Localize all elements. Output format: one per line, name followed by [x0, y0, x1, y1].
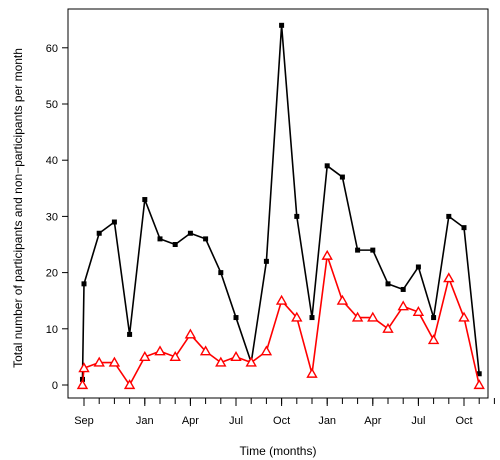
data-point — [458, 311, 470, 322]
data-point — [260, 345, 273, 356]
x-axis: Sep Jan Apr Jul Oct Jan Apr Jul Oct — [74, 398, 495, 427]
data-point — [412, 306, 425, 317]
data-point — [367, 311, 379, 322]
y-axis: 0 10 20 30 40 50 60 — [46, 43, 68, 392]
data-point — [245, 356, 257, 367]
data-point — [461, 225, 467, 231]
series-2 — [76, 249, 485, 390]
data-point — [203, 236, 209, 242]
x-tick-label: Sep — [74, 415, 94, 427]
data-point — [476, 371, 482, 377]
x-tick-label: Apr — [364, 415, 381, 427]
x-tick-label: Apr — [182, 415, 199, 427]
data-point — [187, 230, 193, 236]
data-point — [123, 379, 136, 390]
plot-frame — [67, 8, 489, 399]
data-point — [321, 249, 333, 260]
data-point — [233, 315, 239, 321]
data-point — [172, 242, 178, 247]
data-point — [400, 286, 406, 292]
data-point — [431, 315, 437, 321]
x-tick-label: Jul — [229, 415, 243, 427]
data-point — [351, 311, 364, 322]
data-point — [218, 270, 224, 276]
y-tick-label: 50 — [46, 99, 58, 111]
y-axis-title: Total number of participants and non−par… — [11, 48, 25, 368]
data-point — [275, 294, 288, 305]
data-point — [169, 350, 181, 361]
x-tick-label: Oct — [455, 415, 472, 427]
data-point — [415, 264, 421, 270]
x-tick-label: Oct — [273, 415, 290, 427]
data-point — [382, 322, 394, 333]
data-point — [215, 356, 227, 367]
data-point — [78, 362, 90, 373]
data-point — [127, 331, 133, 337]
series-1 — [79, 22, 482, 382]
series-layer — [76, 22, 485, 390]
data-point — [81, 281, 87, 287]
y-tick-label: 20 — [46, 268, 58, 280]
data-point — [339, 174, 345, 180]
data-point — [154, 345, 166, 356]
data-point — [76, 379, 89, 390]
data-point — [139, 350, 151, 361]
data-point — [443, 272, 455, 283]
y-tick-label: 60 — [46, 43, 58, 55]
x-tick-label: Jan — [136, 415, 154, 427]
data-point — [427, 334, 440, 345]
data-point — [309, 315, 315, 321]
data-point — [263, 258, 269, 264]
x-tick-label: Jul — [411, 415, 425, 427]
data-point — [199, 345, 212, 356]
y-tick-label: 30 — [46, 211, 58, 223]
data-point — [111, 219, 117, 225]
data-point — [336, 294, 349, 305]
data-point — [473, 379, 485, 390]
data-point — [446, 213, 452, 219]
data-point — [294, 213, 300, 219]
series-line — [81, 24, 480, 380]
data-point — [96, 230, 102, 236]
data-point — [157, 236, 163, 242]
data-point — [355, 247, 361, 253]
y-tick-label: 10 — [46, 324, 58, 336]
data-point — [306, 367, 318, 378]
y-tick-label: 40 — [46, 155, 58, 167]
data-point — [184, 328, 197, 339]
data-point — [324, 163, 330, 169]
data-point — [108, 356, 121, 367]
data-point — [142, 197, 148, 203]
x-axis-title: Time (months) — [240, 444, 317, 458]
series-line — [81, 254, 480, 386]
data-point — [397, 300, 409, 311]
data-point — [370, 247, 376, 253]
data-point — [279, 22, 285, 28]
data-point — [230, 350, 242, 361]
x-tick-label: Jan — [318, 415, 336, 427]
data-point — [291, 311, 303, 322]
data-point — [93, 356, 105, 367]
data-point — [385, 281, 391, 287]
y-tick-label: 0 — [52, 380, 58, 392]
